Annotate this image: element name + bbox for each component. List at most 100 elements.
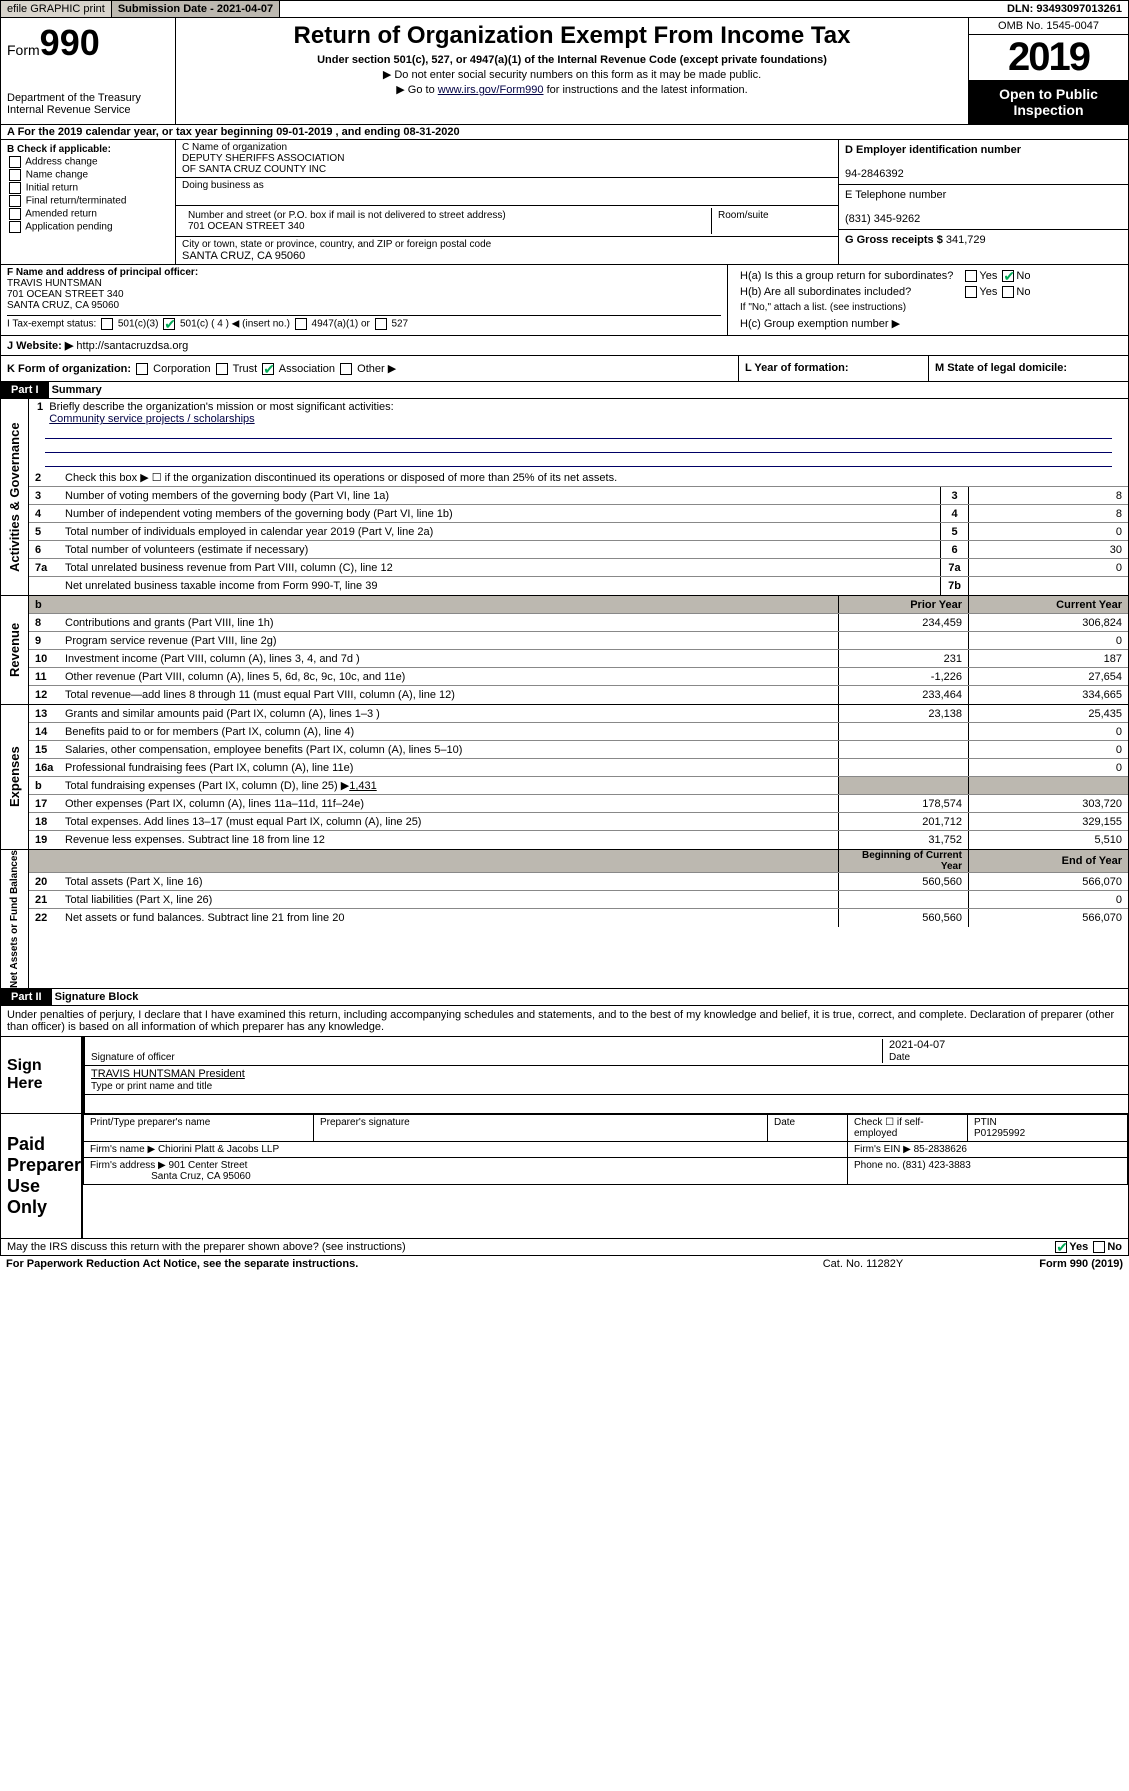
vtab-activities: Activities & Governance [1,399,29,595]
hc-label: H(c) Group exemption number ▶ [736,316,1034,331]
l12: Total revenue—add lines 8 through 11 (mu… [61,688,838,702]
form-number: Form990 [7,22,169,64]
l18: Total expenses. Add lines 13–17 (must eq… [61,815,838,829]
chk-final-return[interactable]: Final return/terminated [7,195,169,207]
k-label: K Form of organization: [7,363,131,375]
section-fh: F Name and address of principal officer:… [0,265,1129,336]
hb-yes[interactable] [965,286,977,298]
chk-amended-return[interactable]: Amended return [7,208,169,220]
section-netassets: Net Assets or Fund Balances Beginning of… [0,850,1129,989]
paid-preparer-block: Paid Preparer Use Only Print/Type prepar… [0,1114,1129,1239]
chk-application-pending[interactable]: Application pending [7,221,169,233]
pp-phone: (831) 423-3883 [902,1160,970,1171]
chk-4947[interactable] [295,318,307,330]
ha-no[interactable] [1002,270,1014,282]
v6: 30 [968,541,1128,558]
ein-label: D Employer identification number [845,144,1021,156]
ha-yes[interactable] [965,270,977,282]
sign-here-block: Sign Here Signature of officer 2021-04-0… [0,1037,1129,1114]
chk-address-change[interactable]: Address change [7,156,169,168]
subtitle-3: ▶ Go to www.irs.gov/Form990 for instruct… [186,83,958,96]
l21: Total liabilities (Part X, line 26) [61,893,838,907]
chk-assoc[interactable] [262,363,274,375]
row-klm: K Form of organization: Corporation Trus… [0,356,1129,382]
l15: Salaries, other compensation, employee b… [61,743,838,757]
l5: Total number of individuals employed in … [61,525,940,539]
row-j-website: J Website: ▶ http://santacruzdsa.org [0,336,1129,356]
pp-ein: 85-2838626 [914,1144,967,1155]
chk-name-change[interactable]: Name change [7,169,169,181]
section-activities: Activities & Governance 1 Briefly descri… [0,399,1129,596]
pp-ptin: P01295992 [974,1128,1025,1139]
f-addr1: 701 OCEAN STREET 340 [7,289,124,300]
discuss-row: May the IRS discuss this return with the… [0,1239,1129,1256]
ein-value: 94-2846392 [845,168,904,180]
room-label: Room/suite [712,208,832,234]
j-value: http://santacruzdsa.org [76,340,188,352]
v7a: 0 [968,559,1128,576]
submission-date-button[interactable]: Submission Date - 2021-04-07 [112,1,280,17]
open-to-public-badge: Open to Public Inspection [969,80,1128,124]
f-name: TRAVIS HUNTSMAN [7,278,102,289]
v5: 0 [968,523,1128,540]
col-c-org-info: C Name of organization DEPUTY SHERIFFS A… [176,140,838,264]
l-label: L Year of formation: [745,362,849,374]
l8: Contributions and grants (Part VIII, lin… [61,616,838,630]
irs-link[interactable]: www.irs.gov/Form990 [438,84,544,96]
l10: Investment income (Part VIII, column (A)… [61,652,838,666]
gross-label: G Gross receipts $ [845,234,946,246]
section-bcd: B Check if applicable: Address change Na… [0,140,1129,265]
l17: Other expenses (Part IX, column (A), lin… [61,797,838,811]
f-addr2: SANTA CRUZ, CA 95060 [7,300,119,311]
pp-firm: Chiorini Platt & Jacobs LLP [158,1144,279,1155]
col-d-ein: D Employer identification number 94-2846… [838,140,1128,264]
l14: Benefits paid to or for members (Part IX… [61,725,838,739]
v7b [968,577,1128,595]
omb-number: OMB No. 1545-0047 [969,18,1128,35]
sig-officer-label: Signature of officer [91,1052,175,1063]
discuss-no[interactable] [1093,1241,1105,1253]
f-label: F Name and address of principal officer: [7,267,198,278]
l1-value[interactable]: Community service projects / scholarship… [49,413,254,425]
chk-501c[interactable] [163,318,175,330]
form-title: Return of Organization Exempt From Incom… [186,22,958,50]
perjury-text: Under penalties of perjury, I declare th… [0,1006,1129,1037]
section-expenses: Expenses 13Grants and similar amounts pa… [0,705,1129,850]
discuss-yes[interactable] [1055,1241,1067,1253]
l2: Check this box ▶ ☐ if the organization d… [61,470,1128,485]
subtitle-1: Under section 501(c), 527, or 4947(a)(1)… [186,54,958,66]
tel-label: E Telephone number [845,189,946,201]
gross-value: 341,729 [946,234,986,246]
tax-year: 2019 [969,35,1128,80]
chk-initial-return[interactable]: Initial return [7,182,169,194]
l7b: Net unrelated business taxable income fr… [61,579,940,593]
dept-label: Department of the Treasury Internal Reve… [7,92,169,116]
hb-no[interactable] [1002,286,1014,298]
chk-corp[interactable] [136,363,148,375]
l9: Program service revenue (Part VIII, line… [61,634,838,648]
sign-here-label: Sign Here [1,1037,81,1113]
chk-other[interactable] [340,363,352,375]
l1-label: Briefly describe the organization's miss… [49,401,393,413]
org-name: DEPUTY SHERIFFS ASSOCIATION OF SANTA CRU… [182,153,832,175]
pp-h1: Print/Type preparer's name [84,1115,314,1142]
v3: 8 [968,487,1128,504]
tel-value: (831) 345-9262 [845,213,920,225]
part2-header: Part II Signature Block [0,989,1129,1006]
l11: Other revenue (Part VIII, column (A), li… [61,670,838,684]
city-value: SANTA CRUZ, CA 95060 [182,250,832,262]
row-a-period: A For the 2019 calendar year, or tax yea… [0,125,1129,140]
chk-501c3[interactable] [101,318,113,330]
pp-h4: Check ☐ if self-employed [848,1115,968,1142]
dln-label: DLN: 93493097013261 [1001,1,1128,17]
chk-527[interactable] [375,318,387,330]
l19: Revenue less expenses. Subtract line 18 … [61,833,838,847]
l20: Total assets (Part X, line 16) [61,875,838,889]
pp-h3: Date [768,1115,848,1142]
paid-label: Paid Preparer Use Only [1,1114,81,1238]
l16a: Professional fundraising fees (Part IX, … [61,761,838,775]
city-label: City or town, state or province, country… [182,239,832,250]
pp-h2: Preparer's signature [314,1115,768,1142]
chk-trust[interactable] [216,363,228,375]
subtitle-2: ▶ Do not enter social security numbers o… [186,68,958,81]
